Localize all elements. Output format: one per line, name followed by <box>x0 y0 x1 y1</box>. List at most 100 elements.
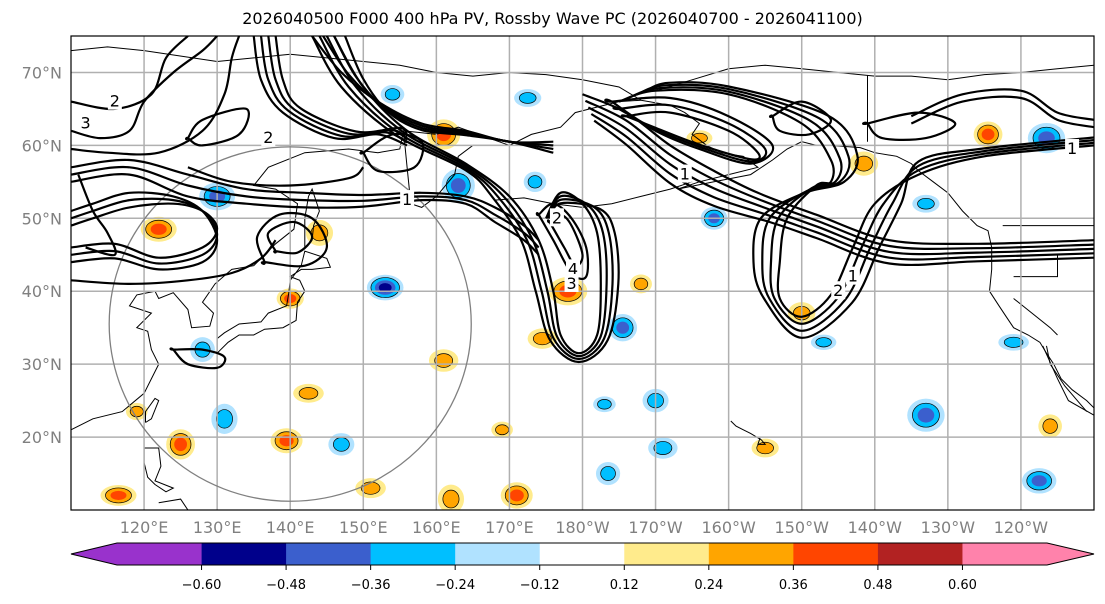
pv-contour <box>259 36 408 144</box>
contour-label-bg <box>400 190 415 209</box>
anomaly-level <box>917 197 935 210</box>
colorbar-tick-label: −0.12 <box>520 578 560 593</box>
pv-contour <box>768 100 832 137</box>
anomaly-level <box>756 441 774 455</box>
colorbar-segment <box>539 543 625 565</box>
anomaly-level <box>495 424 510 436</box>
lon-tick-label: 160°W <box>701 518 756 537</box>
pv-contour <box>612 103 768 163</box>
anomaly-blob <box>629 274 652 294</box>
anomaly-blob <box>686 130 713 146</box>
colorbar-segment <box>201 543 287 565</box>
lon-tick-label: 180°W <box>555 518 610 537</box>
anomaly-blob <box>293 383 324 403</box>
anomaly-blob <box>648 437 678 459</box>
pv-contour <box>862 111 957 141</box>
pv-contour <box>274 36 409 138</box>
anomaly-blob <box>437 484 465 510</box>
anomaly-level <box>981 128 995 141</box>
lat-tick-label: 20°N <box>22 428 62 447</box>
pv-contour <box>185 107 250 147</box>
pv-contour <box>535 202 590 281</box>
pv-contour <box>910 95 1094 129</box>
colorbar-segment <box>708 543 794 565</box>
pv-contour <box>71 191 219 271</box>
colorbar-outline <box>70 542 1095 566</box>
anomaly-level <box>1003 336 1024 348</box>
anomaly-level <box>691 132 708 144</box>
anomaly-level <box>633 277 649 291</box>
anomaly-level <box>527 175 543 189</box>
reference-circle-outline <box>108 146 472 502</box>
anomaly-blob <box>166 429 196 460</box>
pv-contour <box>590 113 1094 261</box>
pv-contour <box>582 93 1094 246</box>
lon-tick-label: 150°E <box>339 518 388 537</box>
contour-label: 2 <box>110 92 120 111</box>
anomaly-level <box>653 441 673 455</box>
reference-circle <box>108 146 472 502</box>
anomaly-blob <box>328 433 355 456</box>
anomaly-level <box>333 437 350 452</box>
coastline <box>1013 298 1058 336</box>
anomaly-blob <box>270 428 303 454</box>
anomaly-level <box>215 409 233 429</box>
anomaly-blob <box>100 485 137 506</box>
anomaly-level <box>518 92 537 104</box>
anomaly-level <box>442 489 460 509</box>
colorbar: −0.60 −0.48 −0.36 −0.24 −0.12 0.12 0.24 0.36 0.4… <box>70 542 1095 593</box>
colorbar-tick-label: −0.36 <box>351 578 391 593</box>
contour-label: 2 <box>263 128 273 147</box>
colorbar-segment <box>286 543 372 565</box>
pv-contour <box>584 99 1094 250</box>
anomaly-level <box>1042 418 1058 434</box>
anomaly-blob <box>211 403 238 434</box>
coastline <box>216 250 332 354</box>
contour-label-bg <box>566 259 581 278</box>
anomaly-blob <box>595 461 621 486</box>
anomaly-blob <box>514 89 542 107</box>
anomaly-level <box>434 353 454 368</box>
anomaly-blob <box>428 349 459 372</box>
colorbar-tick-label: 0.36 <box>779 578 808 593</box>
pv-contour <box>325 36 608 358</box>
anomaly-blob <box>751 438 779 458</box>
lon-tick-label: 140°E <box>266 518 315 537</box>
gridlines <box>71 36 1094 510</box>
lat-tick-label: 60°N <box>22 136 62 155</box>
contour-label-bg <box>107 91 122 110</box>
anomaly-level <box>917 407 935 423</box>
anomaly-blob <box>523 171 547 193</box>
coastline <box>1046 345 1088 412</box>
coastline <box>640 99 1094 409</box>
contour-label: 1 <box>1067 139 1077 158</box>
lon-tick-label: 160°E <box>412 518 461 537</box>
colorbar-segment <box>455 543 541 565</box>
pv-contour <box>620 110 761 161</box>
anomaly-level <box>110 490 127 501</box>
anomaly-level <box>378 283 392 293</box>
colorbar-tick-label: −0.48 <box>266 578 306 593</box>
pv-contour <box>318 36 614 361</box>
colorbar-tick-label: 0.60 <box>948 578 977 593</box>
anomaly-blob <box>593 396 616 413</box>
contour-label: 1 <box>402 190 412 209</box>
lat-tick-label: 50°N <box>22 209 62 228</box>
anomaly-blob <box>125 402 148 421</box>
anomaly-level <box>854 155 873 172</box>
contour-label: 2 <box>833 281 843 300</box>
contour-label: 4 <box>568 259 578 278</box>
coastline <box>143 447 175 493</box>
pv-contour <box>71 165 540 249</box>
colorbar-extend-high <box>962 543 1094 565</box>
anomaly-blob <box>608 313 638 342</box>
contour-label: 3 <box>566 274 576 293</box>
pv-contour <box>593 119 1094 267</box>
pv-contour <box>187 166 365 187</box>
contour-label: 3 <box>81 114 91 133</box>
pv-contour <box>910 88 1094 121</box>
anomaly-level <box>450 178 466 193</box>
anomaly-level <box>1031 475 1047 487</box>
pv-contour <box>267 36 408 141</box>
contour-label: 1 <box>680 165 690 184</box>
